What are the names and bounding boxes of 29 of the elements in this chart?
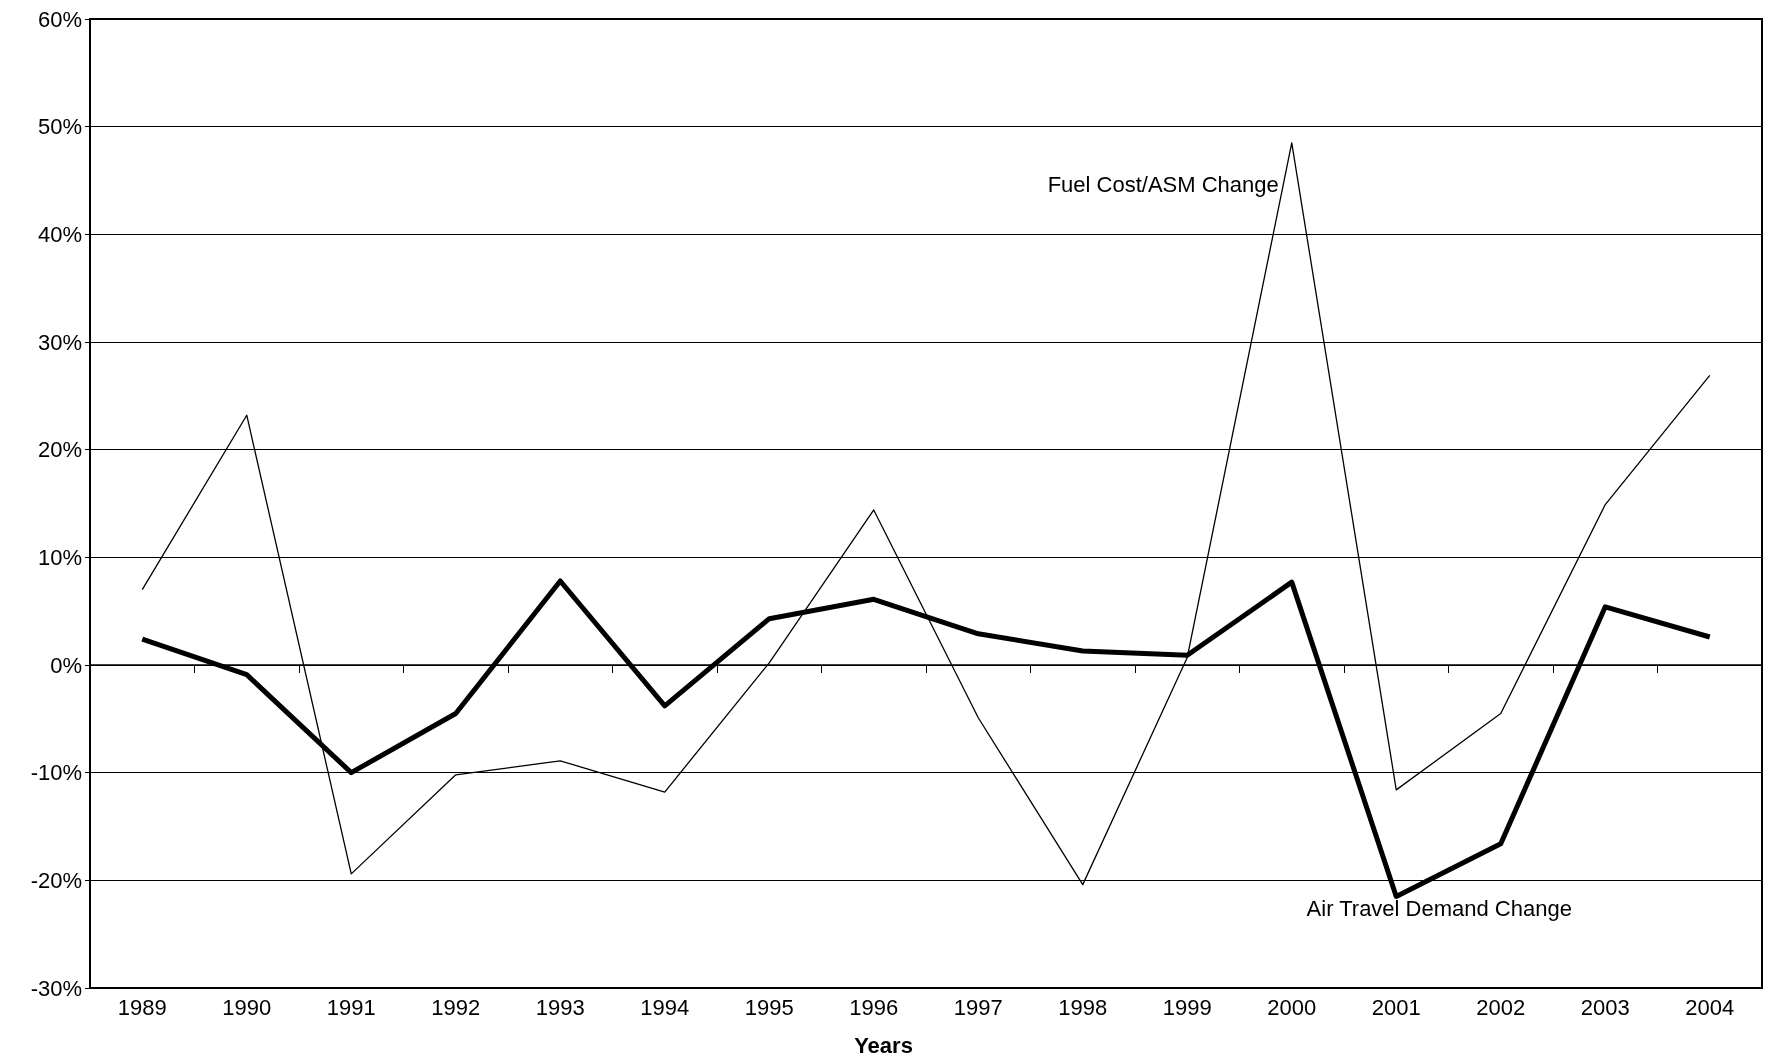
y-tick-label: 50%: [37, 114, 82, 140]
y-tick-label: 10%: [37, 544, 82, 570]
x-tick-label: 2003: [1580, 994, 1630, 1020]
x-tick-label: 1993: [535, 994, 585, 1020]
x-tick-label: 2000: [1267, 994, 1317, 1020]
x-tick-label: 1997: [953, 994, 1003, 1020]
series-label: Air Travel Demand Change: [1306, 895, 1572, 921]
x-tick-label: 2004: [1685, 994, 1735, 1020]
y-tick-label: 40%: [37, 221, 82, 247]
series-label: Fuel Cost/ASM Change: [1047, 172, 1279, 198]
x-axis-title: Years: [854, 1032, 913, 1058]
y-tick-label: 0%: [50, 652, 82, 678]
y-tick-label: 60%: [37, 6, 82, 32]
x-tick-label: 1992: [431, 994, 481, 1020]
x-tick-label: 1999: [1162, 994, 1212, 1020]
y-tick-label: -20%: [30, 867, 82, 893]
x-tick-label: 1998: [1058, 994, 1108, 1020]
y-tick-label: -10%: [30, 760, 82, 786]
x-tick-label: 1996: [849, 994, 899, 1020]
y-tick-label: 20%: [37, 437, 82, 463]
x-tick-label: 1994: [640, 994, 690, 1020]
x-tick-label: 1991: [326, 994, 376, 1020]
x-tick-label: 1989: [117, 994, 167, 1020]
x-tick-label: 2002: [1476, 994, 1526, 1020]
x-tick-label: 1995: [744, 994, 794, 1020]
y-tick-label: 30%: [37, 329, 82, 355]
y-tick-label: -30%: [30, 975, 82, 1001]
x-tick-label: 2001: [1371, 994, 1421, 1020]
x-tick-label: 1990: [222, 994, 272, 1020]
